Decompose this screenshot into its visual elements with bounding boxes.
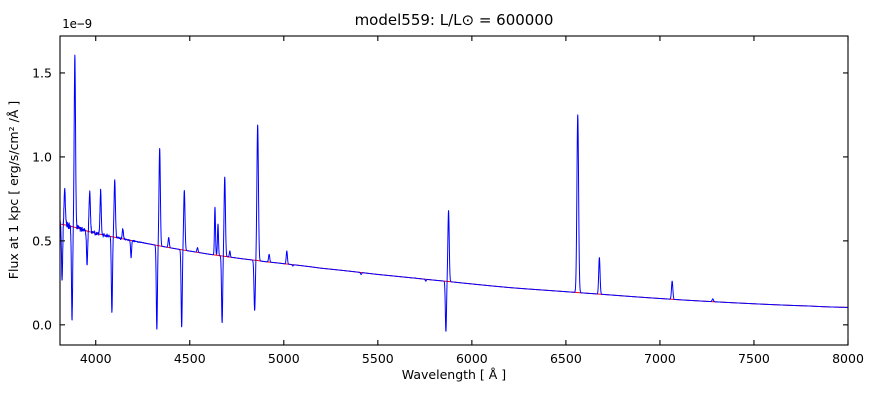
x-tick-label: 4000 bbox=[80, 351, 112, 366]
x-tick-label: 6500 bbox=[550, 351, 582, 366]
y-tick-label: 1.5 bbox=[32, 65, 52, 80]
x-axis-ticks: 4000 4500 5000 5500 6000 6500 7000 7500 8000 bbox=[80, 36, 864, 366]
y-tick-label: 0.0 bbox=[32, 317, 52, 332]
x-tick-label: 5000 bbox=[268, 351, 300, 366]
plot-area: 4000 4500 5000 5500 6000 6500 7000 7500 8000 0.0… bbox=[32, 35, 864, 366]
axes-frame bbox=[59, 35, 849, 346]
x-tick-label: 8000 bbox=[832, 351, 864, 366]
page-title: model559: L/L⊙ = 600000 bbox=[355, 11, 554, 29]
x-axis-label: Wavelength [ Å ] bbox=[402, 367, 506, 382]
x-tick-label: 7000 bbox=[644, 351, 676, 366]
y-tick-label: 0.5 bbox=[32, 233, 52, 248]
x-tick-label: 7500 bbox=[738, 351, 770, 366]
x-tick-label: 6000 bbox=[456, 351, 488, 366]
y-tick-label: 1.0 bbox=[32, 149, 52, 164]
y-axis-label: Flux at 1 kpc [ erg/s/cm² /Å ] bbox=[6, 101, 21, 279]
plot-background bbox=[60, 36, 848, 345]
x-tick-label: 4500 bbox=[174, 351, 206, 366]
x-tick-label: 5500 bbox=[362, 351, 394, 366]
spectrum-line bbox=[59, 54, 849, 332]
y-axis-ticks: 0.0 0.5 1.0 1.5 bbox=[32, 65, 848, 332]
y-axis-offset-text: 1e−9 bbox=[62, 16, 92, 31]
